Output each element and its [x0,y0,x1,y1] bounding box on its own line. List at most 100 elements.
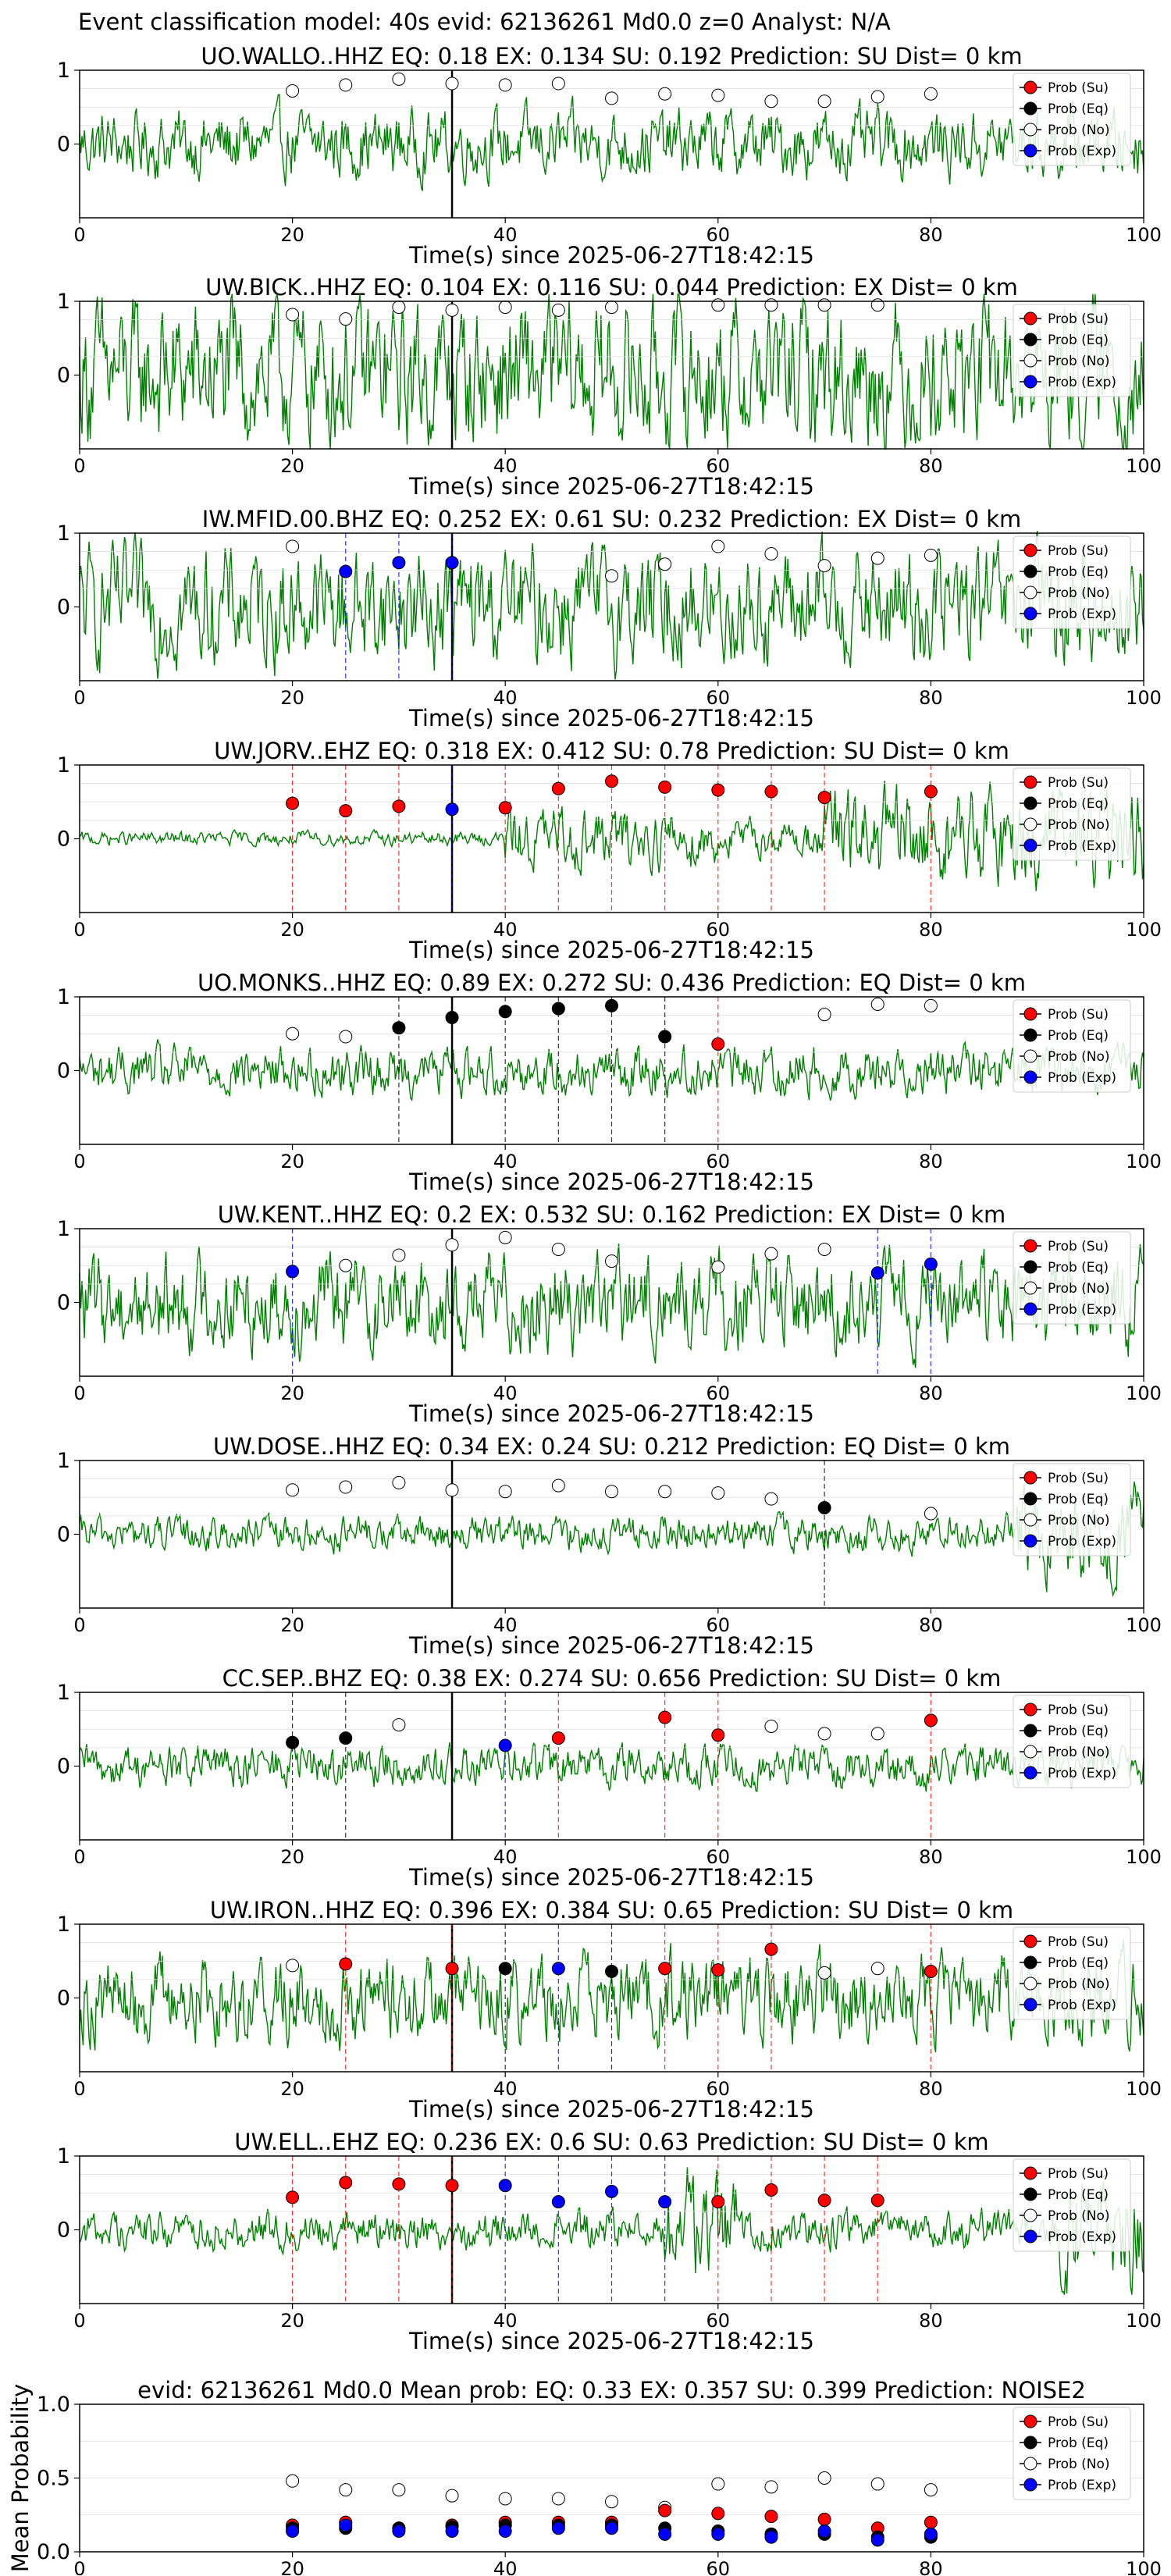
panel-2-title: UW.BICK..HHZ EQ: 0.104 EX: 0.116 SU: 0.0… [205,274,1018,301]
panel-1-legend-label-no: Prob (No) [1048,123,1110,138]
panel-5-legend-marker-su [1023,1007,1038,1021]
panel-10-xlabel: Time(s) since 2025-06-27T18:42:15 [408,2328,814,2354]
panel-3-title: IW.MFID.00.BHZ EQ: 0.252 EX: 0.61 SU: 0.… [202,506,1022,532]
panel-5-title: UO.MONKS..HHZ EQ: 0.89 EX: 0.272 SU: 0.4… [198,970,1026,996]
panel-8-xtick-label: 60 [707,1846,731,1868]
panel-7-prob-point-no [339,1480,353,1494]
panel-mean-point-exp [498,2524,512,2539]
panel-3-prob-point-no [924,548,938,562]
panel-2-prob-point-no [551,303,565,317]
panel-mean-point-su [764,2510,778,2524]
panel-2-prob-point-no [605,301,618,315]
panel-mean-legend-marker-no [1023,2457,1038,2471]
panel-4-prob-point-su [764,785,778,799]
panel-7-prob-point-no [498,1485,512,1499]
panel-1-legend-marker-exp [1023,144,1038,158]
panel-2-legend-marker-eq [1023,333,1038,347]
panel-6-prob-point-no [605,1254,618,1268]
panel-1-prob-point-no [445,76,459,91]
panel-4-prob-point-su [817,791,831,805]
panel-4-legend-label-eq: Prob (Eq) [1048,796,1109,812]
panel-5-prob-point-eq [498,1005,512,1019]
panel-9-prob-point-no [286,1959,300,1973]
panel-9-legend-marker-eq [1023,1955,1038,1969]
panel-8-legend-label-eq: Prob (Eq) [1048,1724,1109,1739]
panel-3-legend-marker-no [1023,585,1038,600]
panel-1-prob-point-no [605,91,618,105]
panel-2-prob-point-no [286,308,300,322]
panel-5-ytick-label: 0 [57,1059,70,1083]
panel-5-xtick-label: 0 [73,1151,85,1172]
panel-9-prob-point-su [658,1962,672,1976]
panel-mean-point-exp [339,2518,353,2532]
panel-2-legend-label-no: Prob (No) [1048,354,1110,369]
panel-8-prob-point-su [658,1710,672,1724]
panel-mean-legend-label-su: Prob (Su) [1048,2414,1109,2430]
panel-2-xtick-label: 0 [73,455,85,477]
panel-10-xtick-label: 40 [493,2310,518,2332]
panel-8-prob-point-no [817,1727,831,1741]
panel-3-prob-point-exp [339,564,353,578]
panel-mean-point-no [498,2492,512,2506]
panel-5-prob-point-no [870,997,884,1011]
panel-6-prob-point-no [498,1230,512,1244]
panel-5-prob-point-eq [445,1010,459,1024]
panel-2-legend-label-su: Prob (Su) [1048,311,1109,327]
panel-1-prob-point-no [870,90,884,104]
panel-mean-point-su [924,2515,938,2529]
panel-7-ytick-label: 0 [57,1523,70,1547]
panel-1-legend-label-su: Prob (Su) [1048,80,1109,96]
panel-2-xtick-label: 100 [1126,455,1162,477]
panel-9-prob-point-no [870,1962,884,1976]
panel-5-legend-marker-eq [1023,1028,1038,1042]
panel-mean-ytick-label: 0.5 [37,2467,70,2491]
panel-7-legend-label-no: Prob (No) [1048,1513,1110,1528]
panel-10-legend-marker-no [1023,2208,1038,2222]
panel-10-prob-point-exp [658,2195,672,2209]
panel-3-prob-point-no [286,539,300,553]
panel-6-legend-marker-su [1023,1239,1038,1253]
panel-mean-legend-label-eq: Prob (Eq) [1048,2435,1109,2451]
panel-7-prob-point-no [924,1507,938,1521]
panel-3-legend-marker-su [1023,543,1038,557]
panel-8-ytick-label: 1 [57,1681,70,1705]
panel-5-legend-label-su: Prob (Su) [1048,1007,1109,1023]
panel-4-prob-point-su [286,796,300,810]
panel-8-legend-marker-exp [1023,1766,1038,1780]
panel-5-xtick-label: 40 [493,1151,518,1172]
panel-9-legend-label-eq: Prob (Eq) [1048,1955,1109,1971]
panel-9-xtick-label: 40 [493,2078,518,2100]
panel-10-ytick-label: 1 [57,2144,70,2169]
panel-mean-point-exp [924,2527,938,2541]
panel-1-prob-point-no [339,78,353,92]
panel-9-legend-marker-exp [1023,1998,1038,2012]
panel-4-xtick-label: 20 [280,919,304,941]
panel-mean-point-no [764,2480,778,2494]
panel-mean-point-exp [764,2530,778,2544]
panel-5-xtick-label: 100 [1126,1151,1162,1172]
panel-8-xtick-label: 40 [493,1846,518,1868]
panel-9-prob-point-eq [498,1962,512,1976]
panel-2-prob-point-no [711,298,725,312]
panel-9-ytick-label: 0 [57,1987,70,2011]
panel-10-xtick-label: 20 [280,2310,304,2332]
panel-2-prob-point-no [817,298,831,312]
panel-6-prob-point-no [445,1238,459,1252]
panel-5-legend-box [1013,999,1131,1093]
panel-mean-point-no [924,2483,938,2497]
panel-4-prob-point-su [551,781,565,795]
panel-3-xtick-label: 0 [73,687,85,709]
panel-mean-point-exp [605,2521,618,2535]
panel-10-prob-point-su [392,2177,406,2191]
panel-2: UW.BICK..HHZ EQ: 0.104 EX: 0.116 SU: 0.0… [57,274,1162,500]
panel-mean-title: evid: 62136261 Md0.0 Mean prob: EQ: 0.33… [137,2377,1086,2403]
panel-4-legend-marker-eq [1023,796,1038,810]
panel-9-prob-point-su [445,1962,459,1976]
panel-2-prob-point-no [498,301,512,315]
panel-mean-point-exp [286,2524,300,2539]
panel-9-xtick-label: 80 [919,2078,943,2100]
panel-10-legend-marker-exp [1023,2229,1038,2243]
panel-10-legend-label-no: Prob (No) [1048,2208,1110,2224]
panel-9-legend-label-su: Prob (Su) [1048,1934,1109,1950]
panel-5-prob-point-no [817,1008,831,1022]
